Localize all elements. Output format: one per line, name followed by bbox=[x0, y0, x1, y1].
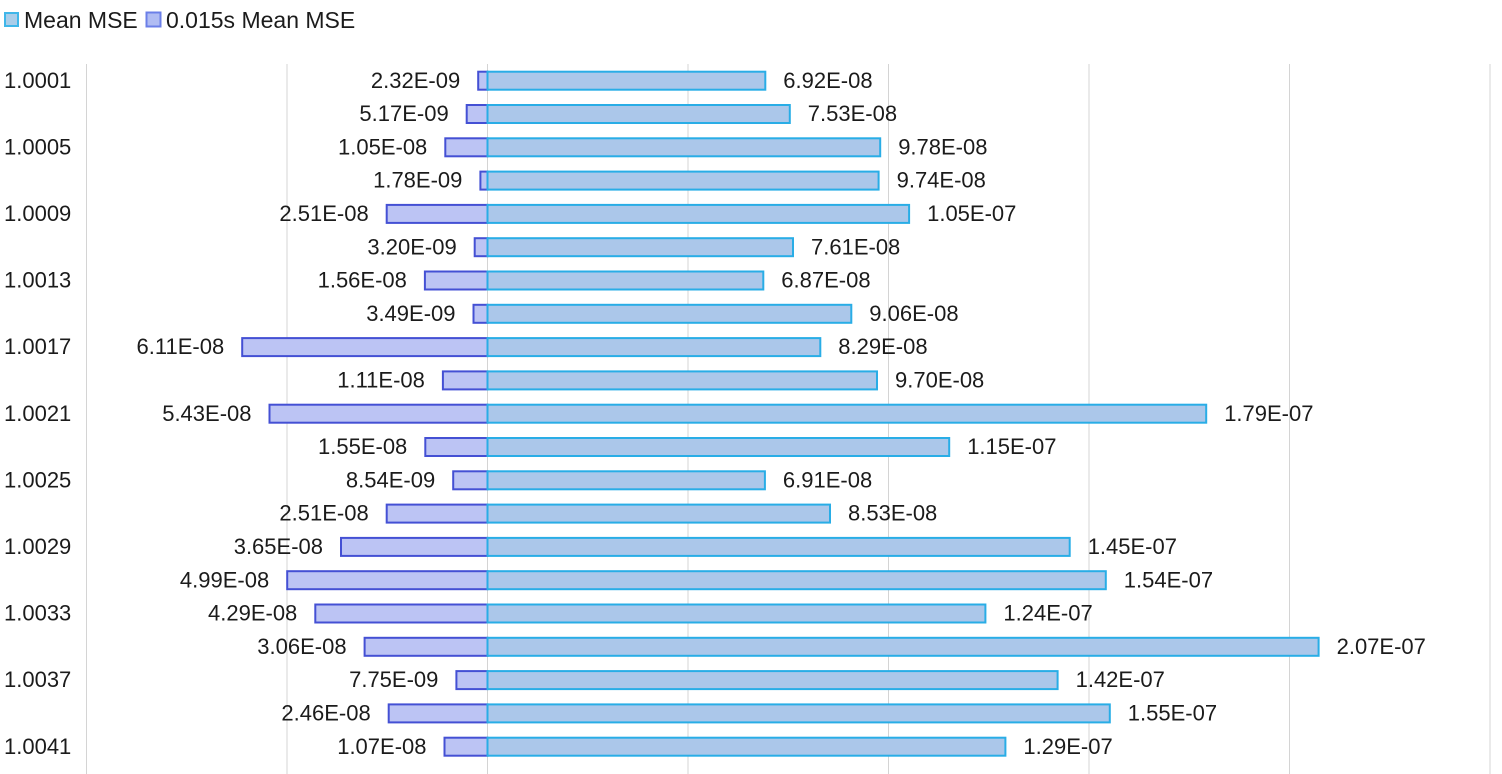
svg-text:4.99E-08: 4.99E-08 bbox=[180, 567, 269, 592]
svg-text:2.07E-07: 2.07E-07 bbox=[1337, 634, 1426, 659]
svg-text:8.53E-08: 8.53E-08 bbox=[848, 501, 937, 526]
svg-text:3.06E-08: 3.06E-08 bbox=[257, 634, 346, 659]
svg-text:7.75E-09: 7.75E-09 bbox=[349, 667, 438, 692]
svg-text:6.91E-08: 6.91E-08 bbox=[783, 467, 872, 492]
svg-text:Mean MSE: Mean MSE bbox=[24, 7, 138, 33]
svg-text:1.05E-08: 1.05E-08 bbox=[338, 134, 427, 159]
svg-text:1.54E-07: 1.54E-07 bbox=[1124, 567, 1213, 592]
svg-text:1.0013: 1.0013 bbox=[4, 268, 71, 293]
svg-text:5.17E-09: 5.17E-09 bbox=[359, 101, 448, 126]
svg-text:1.78E-09: 1.78E-09 bbox=[373, 168, 462, 193]
svg-text:8.29E-08: 8.29E-08 bbox=[838, 334, 927, 359]
svg-text:1.0029: 1.0029 bbox=[4, 534, 71, 559]
svg-text:1.56E-08: 1.56E-08 bbox=[318, 268, 407, 293]
svg-text:1.0005: 1.0005 bbox=[4, 134, 71, 159]
svg-text:2.46E-08: 2.46E-08 bbox=[281, 701, 370, 726]
svg-text:9.70E-08: 9.70E-08 bbox=[895, 368, 984, 393]
svg-text:4.29E-08: 4.29E-08 bbox=[208, 601, 297, 626]
svg-text:1.07E-08: 1.07E-08 bbox=[337, 734, 426, 759]
svg-text:1.0033: 1.0033 bbox=[4, 601, 71, 626]
svg-text:9.06E-08: 9.06E-08 bbox=[869, 301, 958, 326]
svg-text:6.11E-08: 6.11E-08 bbox=[137, 334, 225, 359]
svg-text:1.15E-07: 1.15E-07 bbox=[967, 434, 1056, 459]
svg-text:7.53E-08: 7.53E-08 bbox=[808, 101, 897, 126]
svg-text:1.0001: 1.0001 bbox=[4, 68, 71, 93]
svg-text:1.0037: 1.0037 bbox=[4, 667, 71, 692]
svg-text:3.20E-09: 3.20E-09 bbox=[367, 234, 456, 259]
svg-text:6.87E-08: 6.87E-08 bbox=[781, 268, 870, 293]
svg-text:1.0025: 1.0025 bbox=[4, 467, 71, 492]
svg-text:1.0017: 1.0017 bbox=[4, 334, 71, 359]
svg-text:1.29E-07: 1.29E-07 bbox=[1023, 734, 1112, 759]
svg-text:1.55E-08: 1.55E-08 bbox=[318, 434, 407, 459]
svg-text:1.0021: 1.0021 bbox=[4, 401, 71, 426]
svg-text:2.51E-08: 2.51E-08 bbox=[279, 201, 368, 226]
svg-text:9.74E-08: 9.74E-08 bbox=[897, 168, 986, 193]
svg-text:1.0009: 1.0009 bbox=[4, 201, 71, 226]
svg-text:3.65E-08: 3.65E-08 bbox=[234, 534, 323, 559]
svg-text:1.42E-07: 1.42E-07 bbox=[1076, 667, 1165, 692]
svg-text:1.79E-07: 1.79E-07 bbox=[1224, 401, 1313, 426]
svg-text:3.49E-09: 3.49E-09 bbox=[366, 301, 455, 326]
svg-text:1.55E-07: 1.55E-07 bbox=[1128, 701, 1217, 726]
svg-text:1.05E-07: 1.05E-07 bbox=[927, 201, 1016, 226]
svg-text:1.24E-07: 1.24E-07 bbox=[1003, 601, 1092, 626]
svg-text:1.45E-07: 1.45E-07 bbox=[1088, 534, 1177, 559]
svg-text:5.43E-08: 5.43E-08 bbox=[162, 401, 251, 426]
svg-text:9.78E-08: 9.78E-08 bbox=[898, 134, 987, 159]
svg-text:7.61E-08: 7.61E-08 bbox=[811, 234, 900, 259]
svg-text:0.015s Mean MSE: 0.015s Mean MSE bbox=[166, 7, 355, 33]
svg-text:2.51E-08: 2.51E-08 bbox=[279, 501, 368, 526]
svg-text:2.32E-09: 2.32E-09 bbox=[371, 68, 460, 93]
svg-text:1.11E-08: 1.11E-08 bbox=[337, 368, 425, 393]
svg-text:8.54E-09: 8.54E-09 bbox=[346, 467, 435, 492]
svg-text:1.0041: 1.0041 bbox=[4, 734, 71, 759]
svg-text:6.92E-08: 6.92E-08 bbox=[783, 68, 872, 93]
